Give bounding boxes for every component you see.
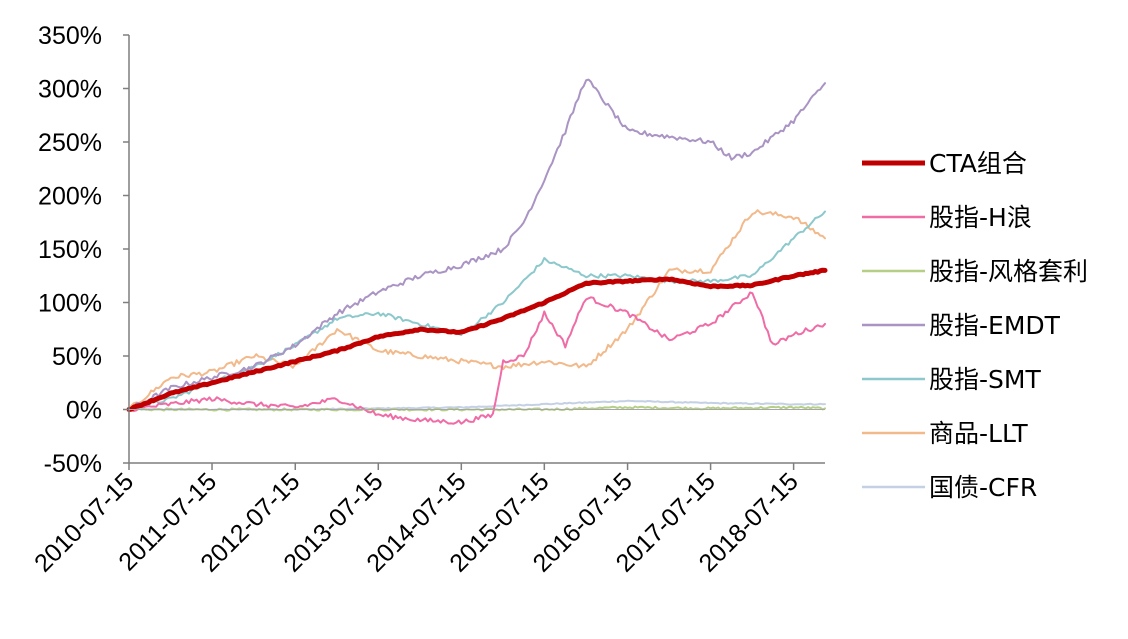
y-tick-label: 250% (38, 129, 102, 157)
series-layer (126, 78, 828, 425)
x-axis: 2010-07-152011-07-152012-07-152013-07-15… (29, 409, 825, 578)
series-line-5 (128, 209, 826, 411)
series-line-0 (126, 267, 828, 412)
series-line-1 (128, 291, 826, 425)
legend-label: CTA组合 (929, 149, 1027, 178)
y-tick-label: 150% (38, 236, 102, 264)
series-line-4 (128, 210, 826, 411)
legend-label: 商品-LLT (929, 419, 1028, 448)
y-tick-label: -50% (44, 450, 102, 478)
y-tick-label: 300% (38, 76, 102, 104)
y-tick-label: 350% (38, 22, 102, 50)
legend-label: 股指-风格套利 (929, 257, 1088, 286)
y-tick-label: 50% (52, 343, 102, 371)
legend-label: 国债-CFR (929, 473, 1037, 502)
legend-label: 股指-SMT (929, 365, 1041, 394)
y-tick-label: 100% (38, 290, 102, 318)
legend-label: 股指-H浪 (929, 203, 1032, 232)
y-axis: 350% 300% 250% 200% 150% 100% 50% 0% -50% (38, 22, 130, 478)
y-tick-label: 0% (66, 397, 102, 425)
series-line-3 (128, 78, 826, 411)
y-tick-label: 200% (38, 183, 102, 211)
legend-label: 股指-EMDT (929, 311, 1061, 340)
